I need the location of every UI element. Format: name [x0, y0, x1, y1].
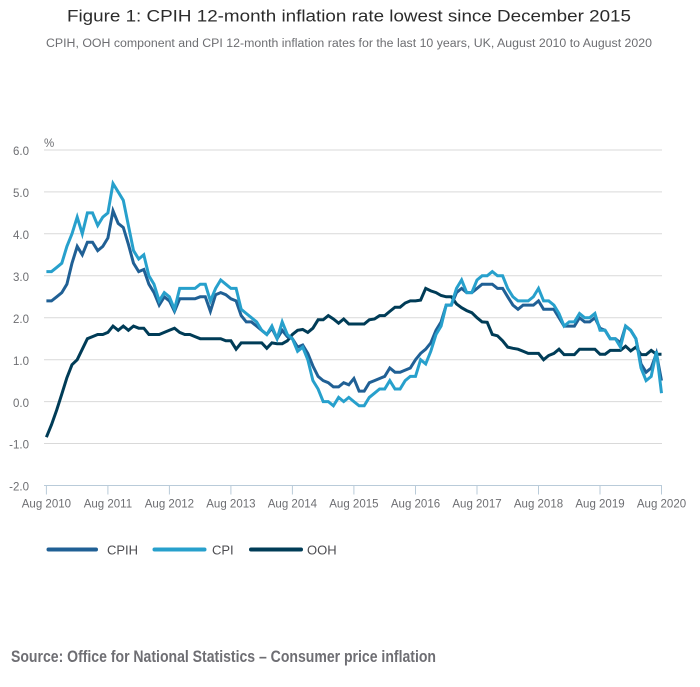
svg-text:4.0: 4.0 — [13, 230, 29, 242]
svg-text:Aug 2015: Aug 2015 — [329, 499, 378, 511]
svg-text:0.0: 0.0 — [13, 398, 29, 410]
svg-text:2.0: 2.0 — [13, 314, 29, 326]
svg-text:Aug 2013: Aug 2013 — [206, 499, 255, 511]
svg-text:3.0: 3.0 — [13, 272, 29, 284]
svg-text:Aug 2012: Aug 2012 — [145, 499, 194, 511]
svg-text:Aug 2011: Aug 2011 — [84, 499, 132, 511]
svg-text:%: % — [44, 138, 54, 150]
svg-text:1.0: 1.0 — [13, 356, 29, 368]
svg-text:Aug 2020: Aug 2020 — [637, 499, 686, 511]
svg-text:Aug 2014: Aug 2014 — [268, 499, 318, 511]
svg-text:-2.0: -2.0 — [9, 482, 29, 494]
svg-text:CPIH, OOH component and CPI 12: CPIH, OOH component and CPI 12-month inf… — [46, 38, 652, 50]
svg-text:5.0: 5.0 — [13, 188, 29, 200]
svg-text:CPIH: CPIH — [107, 543, 138, 558]
svg-text:OOH: OOH — [307, 543, 337, 558]
svg-text:-1.0: -1.0 — [9, 440, 29, 452]
svg-text:Source: Office for National St: Source: Office for National Statistics –… — [11, 648, 436, 666]
svg-text:Aug 2017: Aug 2017 — [452, 499, 501, 511]
svg-text:Figure 1: CPIH 12-month inflat: Figure 1: CPIH 12-month inflation rate l… — [67, 7, 631, 26]
svg-text:Aug 2010: Aug 2010 — [22, 499, 71, 511]
svg-text:Aug 2018: Aug 2018 — [514, 499, 563, 511]
svg-text:Aug 2016: Aug 2016 — [391, 499, 440, 511]
svg-text:CPI: CPI — [212, 543, 234, 558]
svg-text:Aug 2019: Aug 2019 — [575, 499, 624, 511]
svg-text:6.0: 6.0 — [13, 146, 29, 158]
